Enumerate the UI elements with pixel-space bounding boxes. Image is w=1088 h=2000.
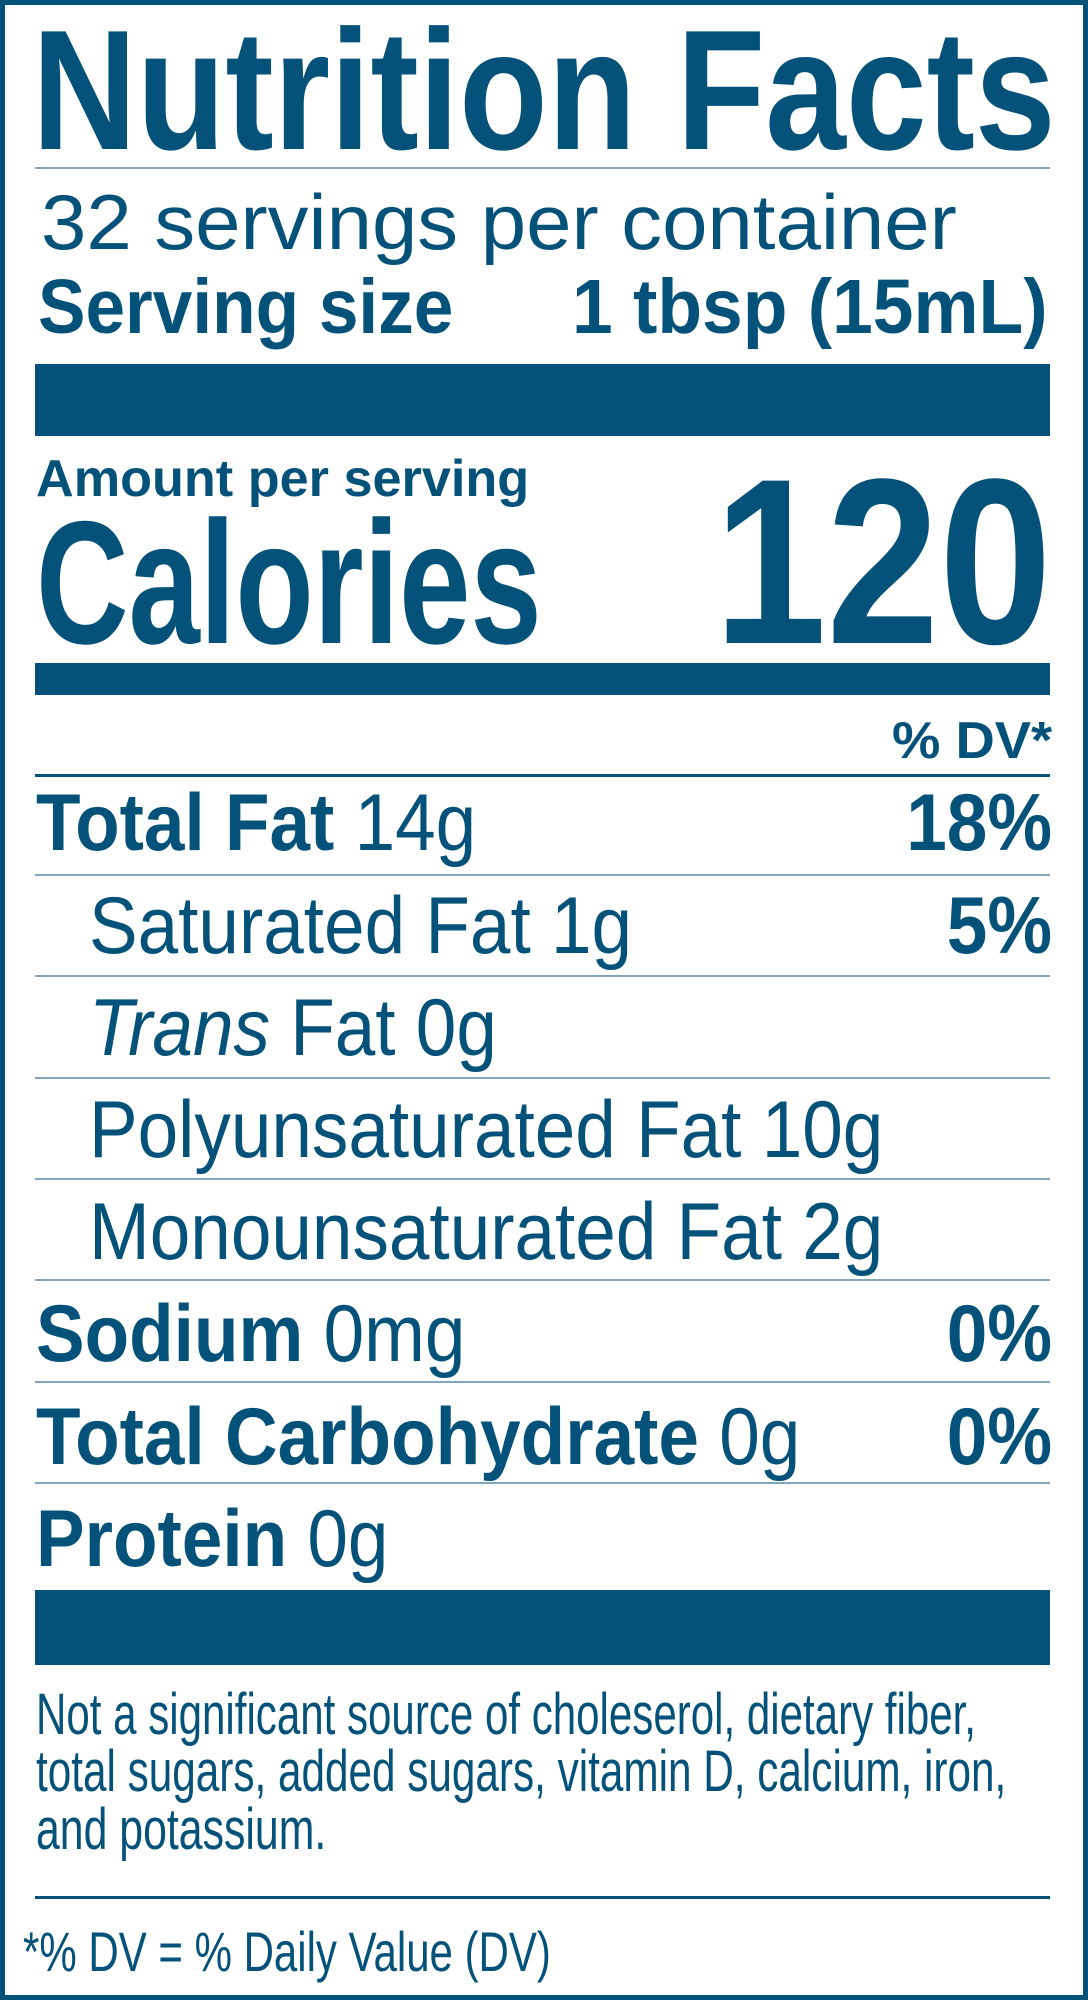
nutrient-dv: 18%	[906, 778, 1052, 869]
divider	[35, 167, 1050, 169]
nutrient-label: Sodium 0mg	[36, 1294, 465, 1375]
nutrient-label: Total Fat 14g	[36, 783, 476, 864]
nutrient-name: Saturated Fat	[89, 880, 531, 971]
nutrient-amount: 0g	[307, 1493, 389, 1584]
nutrient-amount: 1g	[550, 880, 633, 971]
footnote-line: Not a significant source of choleserol, …	[36, 1682, 976, 1747]
servings-per-container: 32 servings per container	[41, 178, 957, 266]
divider	[35, 1076, 1050, 1079]
nutrient-name: Protein	[36, 1493, 288, 1584]
footnote-line: total sugars, added sugars, vitamin D, c…	[36, 1739, 1007, 1804]
dv-header: % DV*	[891, 712, 1052, 770]
nutrient-amount: 2g	[802, 1187, 884, 1278]
nutrient-label: Protein 0g	[36, 1498, 388, 1580]
nutrient-dv: 0%	[946, 1391, 1052, 1482]
nutrient-label: Trans Fat 0g	[89, 987, 497, 1069]
nutrient-label: Total Carbohydrate 0g	[36, 1396, 800, 1478]
divider	[35, 975, 1050, 978]
nutrient-name: Total Carbohydrate	[36, 1391, 699, 1482]
nutrient-label: Monounsaturated Fat 2g	[89, 1192, 883, 1273]
nutrient-dv: 0%	[946, 1289, 1052, 1380]
nutrient-name: Total Fat	[36, 778, 335, 869]
amount-per-serving: Amount per serving	[36, 450, 530, 508]
dv-definition: *% DV = % Daily Value (DV)	[23, 1920, 551, 1983]
calories-value: 120	[714, 430, 1052, 694]
divider	[35, 1177, 1050, 1180]
thick-bar	[35, 1590, 1050, 1665]
divider	[35, 1896, 1050, 1899]
divider	[35, 1481, 1050, 1484]
title: Nutrition Facts	[32, 0, 1056, 186]
nutrient-dv: 5%	[946, 880, 1052, 971]
nutrient-name: Polyunsaturated Fat	[89, 1085, 742, 1176]
nutrient-label: Polyunsaturated Fat 10g	[89, 1090, 883, 1171]
divider	[35, 774, 1050, 777]
nutrient-amount: 0mg	[323, 1289, 466, 1380]
nutrient-amount: 10g	[761, 1085, 884, 1176]
nutrient-name-italic: Trans	[89, 982, 270, 1073]
serving-size-value: 1 tbsp (15mL)	[572, 264, 1048, 350]
divider	[35, 1279, 1050, 1282]
nutrient-label: Saturated Fat 1g	[89, 885, 632, 967]
nutrient-amount: 0g	[415, 982, 497, 1073]
nutrient-amount: 14g	[354, 778, 477, 869]
nutrient-name: Sodium	[36, 1289, 304, 1380]
nutrient-name: Monounsaturated Fat	[89, 1187, 782, 1278]
medium-bar	[35, 663, 1050, 695]
nutrient-name: Fat	[290, 982, 396, 1073]
divider	[35, 874, 1050, 876]
divider	[35, 1380, 1050, 1383]
thick-bar	[35, 364, 1050, 436]
nutrient-amount: 0g	[719, 1391, 801, 1482]
calories-label: Calories	[36, 486, 542, 681]
footnote-line: and potassium.	[36, 1797, 327, 1862]
serving-size-label: Serving size	[38, 264, 454, 350]
